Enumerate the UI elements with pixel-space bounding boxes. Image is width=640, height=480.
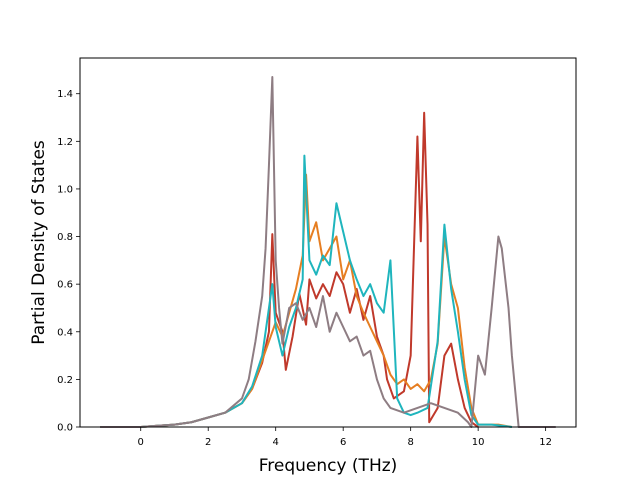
x-tick-label: 8 <box>407 437 413 448</box>
x-tick-label: 2 <box>205 437 211 448</box>
y-axis-label: Partial Density of States <box>29 140 49 345</box>
series-line-4 <box>100 76 556 428</box>
plot-frame <box>79 57 577 428</box>
x-axis-ticks: 0 2 4 6 8 10 12 <box>138 427 552 448</box>
y-tick-label: 1.2 <box>57 137 73 148</box>
y-tick-label: 1.0 <box>57 184 73 195</box>
x-tick-label: 6 <box>340 437 346 448</box>
y-tick-label: 1.4 <box>57 89 73 100</box>
y-axis-ticks: 0.0 0.2 0.4 0.6 0.8 1.0 1.2 1.4 <box>57 89 80 434</box>
series-line-3 <box>100 154 513 428</box>
x-tick-label: 12 <box>539 437 552 448</box>
x-axis-label: Frequency (THz) <box>259 456 398 476</box>
y-tick-label: 0.8 <box>57 232 73 243</box>
x-tick-label: 0 <box>138 437 144 448</box>
y-tick-label: 0.2 <box>57 375 73 386</box>
x-tick-label: 4 <box>273 437 279 448</box>
x-tick-label: 10 <box>472 437 485 448</box>
y-tick-label: 0.6 <box>57 280 73 291</box>
y-tick-label: 0.0 <box>57 423 73 434</box>
series-layer <box>100 76 556 428</box>
y-tick-label: 0.4 <box>57 327 73 338</box>
